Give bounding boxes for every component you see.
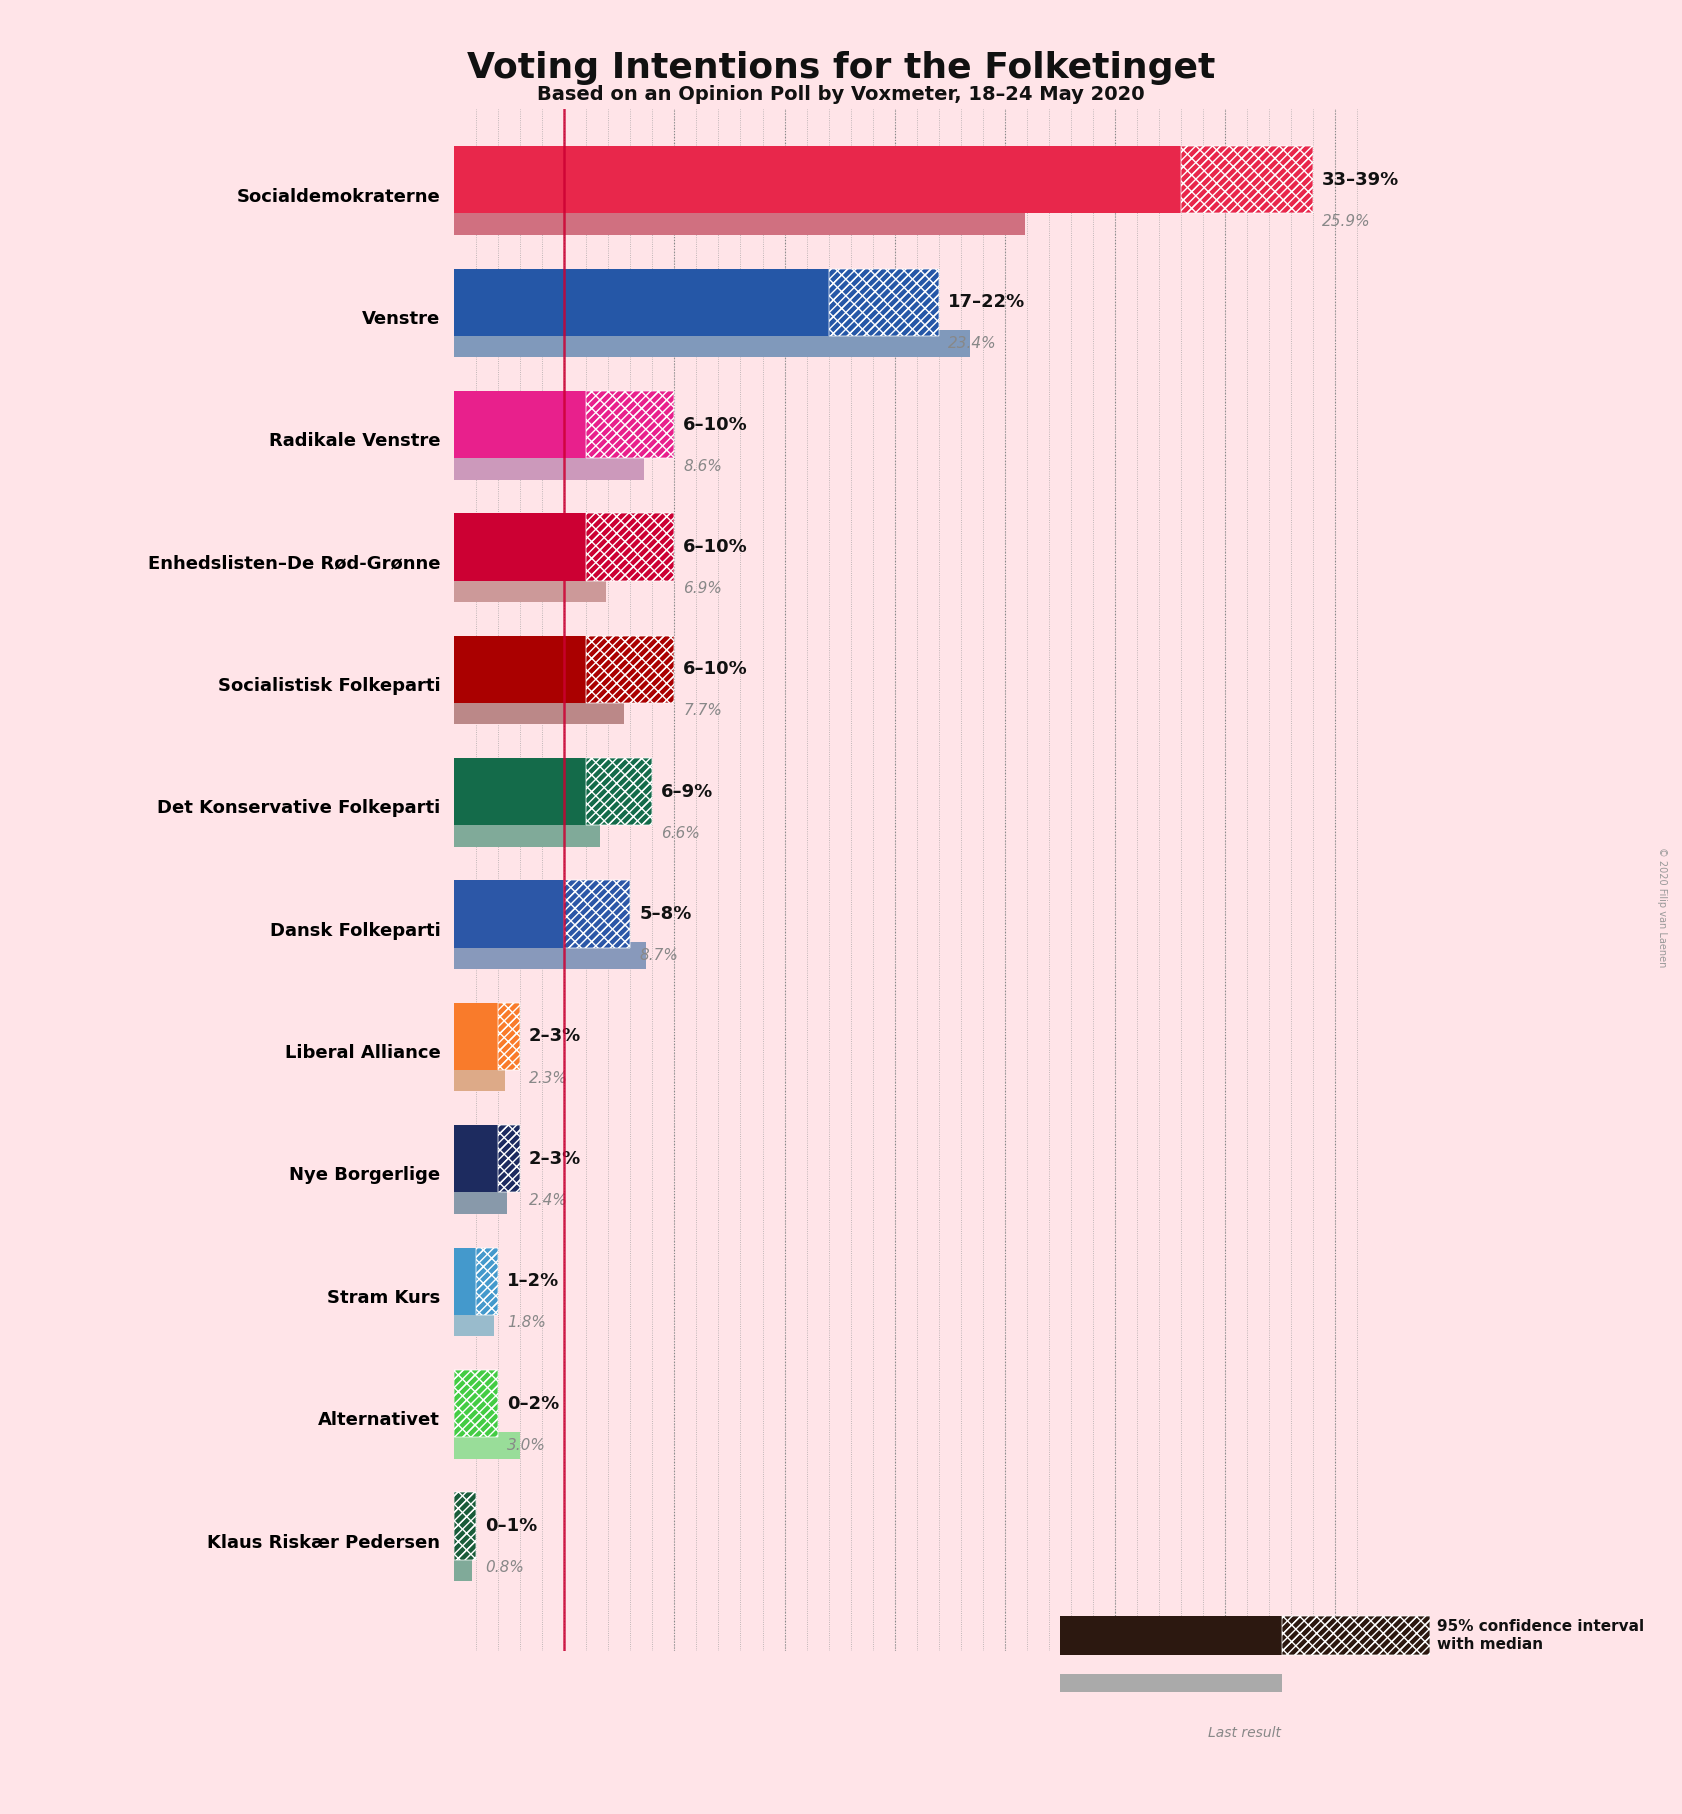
Text: 2–3%: 2–3% [530, 1027, 582, 1045]
Bar [1060, 1616, 1282, 1654]
Bar [587, 758, 653, 825]
Bar [454, 513, 587, 580]
Bar [587, 513, 674, 580]
Bar [454, 1065, 505, 1092]
Bar [1060, 1674, 1282, 1692]
Bar [454, 941, 646, 969]
Bar [454, 1003, 498, 1070]
Text: 6–9%: 6–9% [661, 782, 713, 800]
Text: 6.9%: 6.9% [683, 580, 722, 597]
Bar [454, 1248, 476, 1315]
Bar [454, 1125, 498, 1192]
Text: 95% confidence interval
with median: 95% confidence interval with median [1436, 1620, 1645, 1653]
Bar [454, 1493, 476, 1560]
Bar [563, 880, 631, 947]
Text: 6–10%: 6–10% [683, 660, 748, 678]
Text: 6.6%: 6.6% [661, 825, 700, 840]
Bar [454, 390, 587, 459]
Text: 0–2%: 0–2% [506, 1395, 558, 1413]
Text: © 2020 Filip van Laenen: © 2020 Filip van Laenen [1657, 847, 1667, 967]
Bar [587, 513, 674, 580]
Bar [829, 268, 939, 336]
Bar [454, 820, 599, 847]
Text: 1–2%: 1–2% [506, 1272, 558, 1290]
Bar [476, 1248, 498, 1315]
Bar [454, 1370, 498, 1437]
Bar [1282, 1616, 1430, 1654]
Bar [454, 880, 563, 947]
Bar [587, 758, 653, 825]
Bar [498, 1125, 520, 1192]
Text: 2.3%: 2.3% [530, 1070, 569, 1085]
Bar [454, 1186, 506, 1214]
Text: 5–8%: 5–8% [639, 905, 691, 923]
Bar [454, 1493, 476, 1560]
Bar [563, 880, 631, 947]
Text: 8.6%: 8.6% [683, 459, 722, 473]
Bar [829, 268, 939, 336]
Text: 1.8%: 1.8% [506, 1315, 547, 1330]
Text: 2–3%: 2–3% [530, 1150, 582, 1168]
Bar [476, 1248, 498, 1315]
Bar [454, 575, 606, 602]
Bar [563, 880, 631, 947]
Bar [454, 697, 624, 724]
Bar [454, 268, 829, 336]
Bar [454, 1310, 495, 1337]
Text: 2.4%: 2.4% [530, 1194, 569, 1208]
Bar [498, 1125, 520, 1192]
Text: Last result: Last result [1208, 1727, 1282, 1740]
Bar [454, 147, 1181, 214]
Bar [1181, 147, 1314, 214]
Text: 33–39%: 33–39% [1322, 171, 1399, 189]
Text: 25.9%: 25.9% [1322, 214, 1371, 229]
Bar [454, 1370, 498, 1437]
Bar [498, 1003, 520, 1070]
Text: Based on an Opinion Poll by Voxmeter, 18–24 May 2020: Based on an Opinion Poll by Voxmeter, 18… [537, 85, 1145, 103]
Bar [498, 1125, 520, 1192]
Bar [454, 209, 1024, 234]
Text: Voting Intentions for the Folketinget: Voting Intentions for the Folketinget [468, 51, 1214, 85]
Bar [454, 1555, 471, 1582]
Bar [454, 635, 587, 704]
Bar [454, 1370, 498, 1437]
Text: 3.0%: 3.0% [506, 1439, 547, 1453]
Bar [587, 635, 674, 704]
Bar [1282, 1616, 1430, 1654]
Bar [454, 1431, 520, 1458]
Text: 6–10%: 6–10% [683, 415, 748, 434]
Bar [587, 758, 653, 825]
Bar [829, 268, 939, 336]
Bar [1181, 147, 1314, 214]
Bar [476, 1248, 498, 1315]
Bar [587, 390, 674, 459]
Bar [1181, 147, 1314, 214]
Bar [454, 758, 587, 825]
Bar [587, 390, 674, 459]
Bar [587, 635, 674, 704]
Bar [498, 1003, 520, 1070]
Bar [587, 513, 674, 580]
Bar [454, 1493, 476, 1560]
Text: 0–1%: 0–1% [484, 1517, 537, 1535]
Text: 7.7%: 7.7% [683, 704, 722, 718]
Bar [498, 1003, 520, 1070]
Bar [1282, 1616, 1430, 1654]
Text: 8.7%: 8.7% [639, 949, 678, 963]
Bar [454, 454, 644, 479]
Bar [587, 635, 674, 704]
Bar [454, 330, 969, 357]
Text: 6–10%: 6–10% [683, 539, 748, 555]
Bar [587, 390, 674, 459]
Text: 23.4%: 23.4% [947, 336, 996, 352]
Text: 17–22%: 17–22% [947, 294, 1024, 312]
Text: 0.8%: 0.8% [484, 1560, 523, 1575]
